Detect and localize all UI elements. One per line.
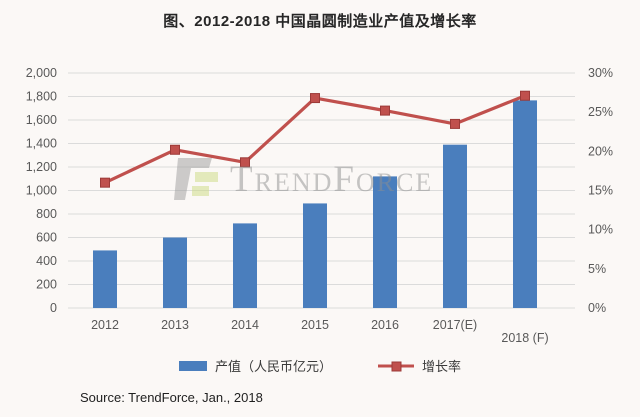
- x-axis-label-2017(E): 2017(E): [433, 318, 477, 332]
- bar-series-swatch: [178, 360, 207, 371]
- bar-2014: [233, 223, 257, 308]
- y-axis-right-tick: 20%: [588, 144, 613, 158]
- x-axis-label-2018 (F): 2018 (F): [501, 331, 548, 345]
- y-axis-left-tick: 2,000: [26, 66, 57, 80]
- x-axis-label-2012: 2012: [91, 318, 119, 332]
- source-note: Source: TrendForce, Jan., 2018: [80, 390, 263, 405]
- bar-2012: [93, 250, 117, 308]
- marker-2018 (F): [520, 90, 530, 101]
- y-axis-left-tick: 800: [36, 207, 57, 221]
- x-axis-label-2015: 2015: [301, 318, 329, 332]
- marker-2015: [310, 93, 320, 104]
- bar-2017(E): [443, 144, 467, 308]
- bar-2015: [303, 203, 327, 308]
- y-axis-right-tick: 0%: [588, 301, 606, 315]
- y-axis-right-tick: 5%: [588, 262, 606, 276]
- y-axis-left-tick: 1,200: [26, 160, 57, 174]
- legend-item-growth-rate: 增长率: [378, 356, 461, 375]
- bar-2018 (F): [513, 100, 537, 308]
- bar-series-label: 产值（人民币亿元）: [214, 359, 332, 374]
- y-axis-left-tick: 1,800: [26, 90, 57, 104]
- x-axis-label-2014: 2014: [231, 318, 259, 332]
- bar-2013: [163, 237, 187, 308]
- y-axis-left-tick: 1,600: [26, 113, 57, 127]
- line-series-swatch: [378, 361, 414, 371]
- bar-2016: [373, 176, 397, 308]
- marker-2013: [170, 144, 180, 155]
- marker-2017(E): [450, 118, 460, 129]
- y-axis-left-tick: 0: [50, 301, 57, 315]
- y-axis-right-tick: 25%: [588, 105, 613, 119]
- chart-legend: 产值（人民币亿元） 增长率: [0, 356, 640, 375]
- y-axis-right-tick: 15%: [588, 184, 613, 198]
- x-axis-label-2016: 2016: [371, 318, 399, 332]
- marker-2012: [100, 177, 110, 188]
- y-axis-left-tick: 600: [36, 231, 57, 245]
- x-axis-label-2013: 2013: [161, 318, 189, 332]
- y-axis-right-tick: 10%: [588, 223, 613, 237]
- chart-title: 图、2012-2018 中国晶圆制造业产值及增长率: [163, 13, 477, 30]
- legend-item-output-value: 产值（人民币亿元）: [178, 356, 332, 375]
- line-series-label: 增长率: [422, 359, 462, 374]
- marker-2016: [380, 105, 390, 116]
- marker-2014: [240, 157, 250, 168]
- y-axis-left-tick: 1,000: [26, 184, 57, 198]
- y-axis-left-tick: 400: [36, 254, 57, 268]
- y-axis-left-tick: 1,400: [26, 137, 57, 151]
- y-axis-right-tick: 30%: [588, 66, 613, 80]
- y-axis-left-tick: 200: [36, 278, 57, 292]
